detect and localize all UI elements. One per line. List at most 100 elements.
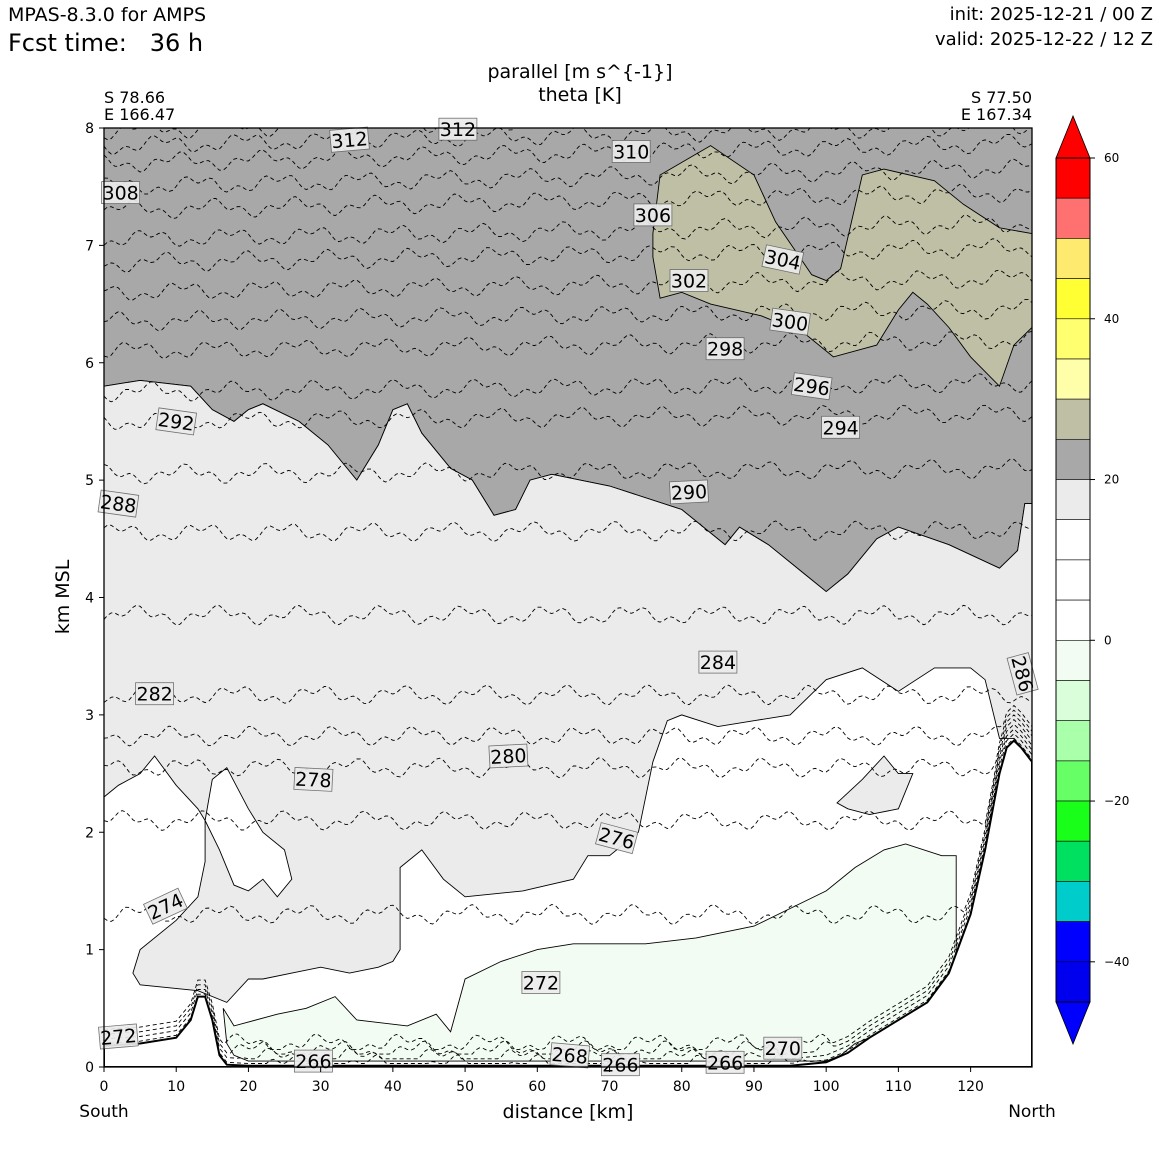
forecast-time: Fcst time: 36 h [8,29,203,57]
isentrope-278 [104,709,1032,779]
contour-label-312: 312 [329,126,370,153]
contour-label-278: 278 [293,767,334,792]
model-title: MPAS-8.3.0 for AMPS [8,4,207,26]
x-axis-title: distance [km] [503,1101,634,1123]
region-mid-band [104,379,1032,1003]
x-tick-label: 120 [957,1079,984,1095]
contour-label-302: 302 [669,269,709,293]
contour-label-312: 312 [438,117,478,141]
end-lat: S 77.50 [971,88,1032,107]
isentrope-282 [104,684,1032,706]
svg-text:268: 268 [551,1044,589,1069]
colorbar-level [1055,760,1091,802]
contour-label-272: 272 [521,971,561,995]
colorbar-level [1055,238,1091,279]
contour-label-296: 296 [790,372,833,401]
isentrope-286 [104,520,1032,542]
colorbar-tick-label: 0 [1104,633,1112,647]
contour-label-308: 308 [101,181,140,205]
svg-text:312: 312 [440,119,476,141]
svg-text:306: 306 [635,205,671,227]
contour-label-272: 272 [98,1023,139,1050]
colorbar-level [1055,157,1091,199]
svg-text:278: 278 [295,768,332,792]
svg-text:290: 290 [670,481,707,505]
colorbar-level [1055,881,1091,922]
x-tick-label: 80 [673,1079,691,1095]
region-mid-island [836,755,914,816]
isentrope-284 [104,604,1032,626]
svg-text:294: 294 [822,417,858,439]
forecast-time-value: 36 h [149,29,204,57]
svg-text:298: 298 [707,339,743,361]
isentrope-288 [104,458,1032,485]
contour-label-294: 294 [821,415,860,439]
isentrope-292 [104,373,1032,403]
x-tick-label: 20 [240,1079,258,1095]
x-left-end-label: South [79,1102,128,1122]
contour-label-284: 284 [698,650,738,674]
isentrope-304 [104,183,1032,219]
svg-text:284: 284 [700,652,736,674]
colorbar-level [1055,559,1091,601]
y-tick-label: 8 [85,121,94,137]
contour-label-306: 306 [633,203,673,227]
isentrope-300 [104,238,1032,273]
colorbar-tick-label: 40 [1104,312,1119,326]
x-tick-label: 10 [167,1079,185,1095]
isentrope-272 [104,723,1032,1050]
x-tick-label: 110 [885,1079,912,1095]
svg-text:300: 300 [770,309,809,336]
svg-text:302: 302 [671,271,707,293]
valid-time: valid: 2025-12-22 / 12 Z [935,29,1153,50]
start-lon: E 166.47 [104,105,175,124]
chart-title-line2: theta [K] [538,84,622,106]
isentrope-280 [104,704,1032,747]
colorbar-level [1055,519,1091,561]
x-tick-label: 100 [813,1079,840,1095]
wind-fill-regions [104,128,1032,1062]
terrain-layer [104,739,1032,1067]
colorbar-level [1055,800,1091,842]
contour-label-300: 300 [769,307,811,336]
svg-text:280: 280 [490,745,527,769]
isentrope-268 [104,733,1032,1060]
start-lat: S 78.66 [104,88,165,107]
colorbar-frame [1055,157,1091,1003]
y-tick-label: 1 [85,943,94,959]
svg-text:308: 308 [102,183,138,205]
init-time: init: 2025-12-21 / 00 Z [949,4,1153,25]
colorbar-level [1055,639,1091,681]
colorbar-extend-min [1055,1001,1091,1046]
terrain-profile [104,739,1032,1067]
colorbar-extend-max [1055,114,1091,159]
svg-text:272: 272 [99,1025,137,1050]
contour-label-282: 282 [135,682,175,706]
colorbar-level [1055,197,1091,239]
colorbar-tick-label: −40 [1104,955,1129,969]
x-tick-label: 70 [601,1079,619,1095]
forecast-time-label: Fcst time: [8,29,127,57]
isentrope-274 [104,718,1032,925]
x-tick-label: 50 [456,1079,474,1095]
end-lon: E 167.34 [961,105,1032,124]
colorbar-tick-label: 20 [1104,473,1119,487]
contour-label-304: 304 [761,244,805,275]
y-tick-label: 5 [85,473,94,489]
contour-label-270: 270 [763,1036,803,1060]
region-upper-core [652,145,1032,388]
region-low-band [222,843,957,1062]
svg-text:270: 270 [765,1038,801,1060]
isentrope-290 [104,404,1032,430]
x-tick-label: 0 [100,1079,109,1095]
colorbar-level [1055,398,1091,440]
colorbar-tick-label: −20 [1104,794,1129,808]
colorbar-tick-label: 60 [1104,151,1119,165]
colorbar-level [1055,961,1091,1003]
contour-label-266: 266 [601,1053,640,1077]
svg-text:266: 266 [707,1052,743,1074]
y-axis: 0 1 2 3 4 5 6 7 8 [85,121,104,1076]
chart-title-line1: parallel [m s^{-1}] [487,61,672,83]
svg-text:266: 266 [295,1051,331,1073]
